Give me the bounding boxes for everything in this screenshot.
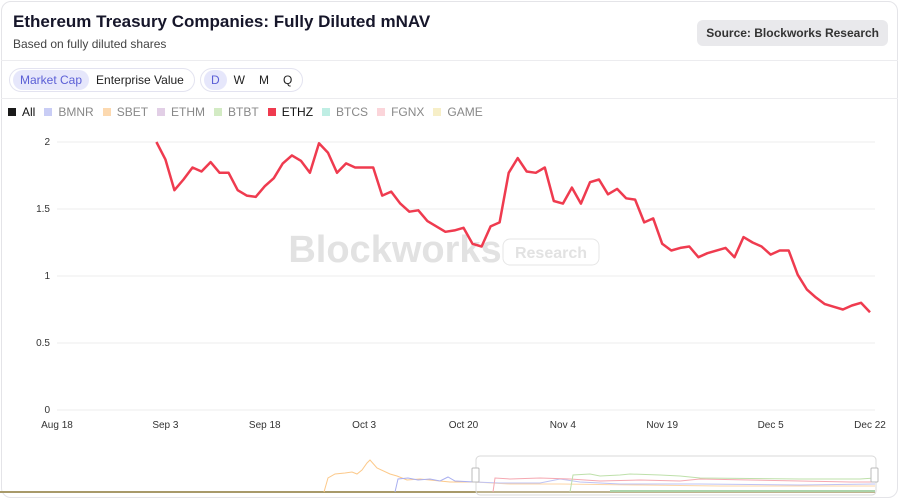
x-tick-label: Aug 18 xyxy=(41,420,73,431)
divider xyxy=(1,98,898,99)
legend-swatch xyxy=(377,108,386,116)
frequency-m[interactable]: M xyxy=(259,73,269,87)
legend-label: FGNX xyxy=(391,105,425,119)
legend-label: BMNR xyxy=(58,105,94,119)
divider xyxy=(1,60,898,61)
legend-item-sbet[interactable]: SBET xyxy=(102,105,149,119)
frequency-d[interactable]: D xyxy=(204,70,227,90)
legend-label: GAME xyxy=(447,105,483,119)
legend-swatch xyxy=(102,108,111,116)
y-tick-label: 0.5 xyxy=(36,338,50,349)
legend-swatch xyxy=(8,108,16,116)
x-tick-label: Oct 20 xyxy=(449,420,479,431)
x-tick-label: Nov 4 xyxy=(550,420,577,431)
navigator-left-handle[interactable] xyxy=(471,467,480,483)
legend-item-btcs[interactable]: BTCS xyxy=(322,105,368,119)
legend-swatch xyxy=(267,108,276,116)
x-tick-label: Dec 22 xyxy=(854,420,886,431)
legend-swatch xyxy=(433,108,442,116)
legend-label: BTBT xyxy=(228,105,259,119)
watermark-badge-text: Research xyxy=(515,245,587,262)
y-tick-label: 0 xyxy=(44,405,50,416)
navigator[interactable] xyxy=(0,455,879,496)
y-tick-label: 1 xyxy=(44,271,50,282)
navigator-series-sbet xyxy=(323,459,875,493)
x-tick-label: Sep 3 xyxy=(152,420,179,431)
x-tick-label: Sep 18 xyxy=(249,420,281,431)
frequency-toggle: D W M Q xyxy=(200,68,304,92)
x-tick-label: Dec 5 xyxy=(758,420,785,431)
chart-title: Ethereum Treasury Companies: Fully Dilut… xyxy=(13,12,431,31)
legend-item-fgnx[interactable]: FGNX xyxy=(377,105,424,119)
legend-swatch xyxy=(322,108,331,116)
basis-toggle: Market Cap Enterprise Value xyxy=(9,68,195,92)
y-tick-label: 1.5 xyxy=(36,204,50,215)
legend-swatch xyxy=(44,108,53,116)
legend-label: BTCS xyxy=(336,105,369,119)
enterprise-value-option[interactable]: Enterprise Value xyxy=(96,73,184,87)
watermark-badge xyxy=(502,238,600,266)
legend-swatch xyxy=(214,108,223,116)
legend-label: ETHZ xyxy=(281,105,314,119)
y-tick-label: 2 xyxy=(44,137,50,148)
legend-item-all[interactable]: All xyxy=(8,105,35,119)
legend-label: SBET xyxy=(116,105,149,119)
market-cap-option[interactable]: Market Cap xyxy=(13,70,90,90)
legend: All BMNR SBET ETHM BTBT ETHZ BTCS FGNX GAME xyxy=(8,105,492,119)
frequency-w[interactable]: W xyxy=(233,73,245,87)
navigator-series-btbt xyxy=(569,473,876,493)
legend-item-game[interactable]: GAME xyxy=(433,105,483,119)
watermark-logo: Blockworks xyxy=(288,229,501,271)
navigator-right-handle[interactable] xyxy=(870,467,879,483)
legend-swatch xyxy=(157,108,166,116)
chart-subtitle: Based on fully diluted shares xyxy=(13,37,167,51)
x-tick-label: Oct 3 xyxy=(352,420,376,431)
source-button[interactable]: Source: Blockworks Research xyxy=(697,20,888,46)
x-tick-label: Nov 19 xyxy=(646,420,678,431)
navigator-series-ethz xyxy=(492,477,875,493)
legend-item-ethz[interactable]: ETHZ xyxy=(267,105,314,119)
legend-item-btbt[interactable]: BTBT xyxy=(214,105,259,119)
frequency-q[interactable]: Q xyxy=(283,73,293,87)
navigator-window[interactable] xyxy=(475,455,877,496)
legend-item-bmnr[interactable]: BMNR xyxy=(44,105,94,119)
series-line-ethz[interactable] xyxy=(155,141,871,314)
legend-label: ETHM xyxy=(171,105,206,119)
legend-item-ethm[interactable]: ETHM xyxy=(157,105,205,119)
legend-label: All xyxy=(22,105,36,119)
